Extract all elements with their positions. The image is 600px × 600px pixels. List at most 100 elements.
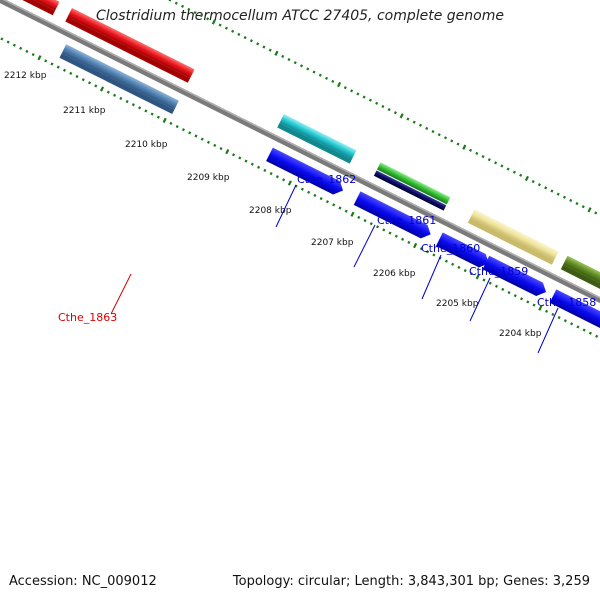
- outer-tick-mark: [368, 98, 372, 102]
- gene-labels: Cthe_1863 Cthe_1862 Cthe_1861 Cthe_1860 …: [58, 173, 596, 324]
- inner-tick-mark: [325, 200, 329, 204]
- outer-tick-mark: [211, 19, 216, 25]
- gene-label-cthe-1860[interactable]: Cthe_1860: [421, 242, 480, 255]
- cds-cthe-1859[interactable]: [482, 255, 550, 299]
- inner-tick-mark: [488, 281, 492, 285]
- outer-tick-mark: [550, 189, 554, 193]
- inner-tick-mark: [369, 222, 373, 226]
- gene-label-cthe-1862[interactable]: Cthe_1862: [297, 173, 356, 186]
- outer-tick-mark: [199, 14, 203, 18]
- outer-tick-mark: [500, 164, 504, 168]
- gene-cthe-1860[interactable]: [467, 209, 559, 265]
- gene-label-cthe-1863[interactable]: Cthe_1863: [58, 311, 117, 324]
- genome-backbone-highlight: [0, 0, 600, 317]
- outer-tick-mark: [587, 207, 592, 213]
- outer-tick-mark: [362, 95, 366, 99]
- outer-tick-mark: [181, 4, 185, 8]
- inner-tick-mark: [576, 325, 580, 329]
- inner-tick-mark: [81, 78, 85, 82]
- tick-label: 2209 kbp: [187, 173, 230, 183]
- inner-tick-mark: [99, 86, 105, 92]
- inner-tick-mark: [119, 96, 123, 100]
- inner-tick-mark: [106, 90, 110, 94]
- gene-cthe-1863-a[interactable]: [11, 0, 60, 16]
- gene-cthe-1863-c[interactable]: [122, 36, 195, 83]
- outer-tick-mark: [456, 142, 460, 146]
- gene-cthe-1863-steel-a[interactable]: [59, 44, 116, 83]
- cds-cthe-1858[interactable]: [549, 289, 600, 338]
- inner-tick-mark: [595, 334, 599, 338]
- genome-summary-text: Topology: circular; Length: 3,843,301 bp…: [232, 574, 590, 589]
- outer-tick-mark: [299, 64, 304, 68]
- outer-tick-mark: [393, 111, 397, 115]
- cds-cthe-1862[interactable]: [266, 147, 346, 198]
- inner-tick-mark: [44, 59, 48, 63]
- inner-tick-mark: [494, 284, 499, 288]
- inner-tick-mark: [363, 218, 367, 223]
- outer-tick-mark: [337, 81, 342, 88]
- inner-tick-mark: [338, 206, 342, 210]
- inner-tick-mark: [463, 269, 467, 273]
- inner-tick-mark: [181, 128, 185, 132]
- inner-tick-mark: [419, 247, 423, 251]
- cds-cthe-1860[interactable]: [436, 232, 492, 271]
- outer-tick-mark: [281, 54, 285, 58]
- inner-tick-mark: [545, 309, 549, 313]
- inner-tick-mark: [582, 328, 586, 332]
- inner-tick-mark: [25, 49, 29, 54]
- inner-tick-mark: [307, 190, 311, 194]
- outer-tick-mark: [544, 186, 548, 190]
- inner-tick-mark: [75, 74, 79, 79]
- inner-tick-mark: [6, 40, 10, 44]
- outer-tick-mark: [450, 139, 454, 143]
- tick-label: 2204 kbp: [499, 329, 542, 339]
- inner-tick-mark: [513, 294, 517, 298]
- gene-cthe-1862[interactable]: [277, 114, 357, 164]
- inner-tick-mark: [138, 106, 142, 110]
- inner-tick-mark: [219, 146, 223, 151]
- gene-cthe-1863-steel-b[interactable]: [105, 67, 179, 115]
- inner-tick-mark: [520, 297, 524, 301]
- inner-tick-mark: [269, 171, 273, 176]
- outer-tick-mark: [443, 136, 448, 140]
- gene-label-cthe-1861[interactable]: Cthe_1861: [377, 214, 436, 227]
- gene-label-cthe-1859[interactable]: Cthe_1859: [469, 265, 528, 278]
- inner-tick-mark: [150, 112, 154, 116]
- outer-tick-mark: [462, 144, 467, 150]
- inner-tick-mark: [507, 290, 511, 295]
- inner-tick-mark: [282, 178, 286, 182]
- inner-tick-mark: [407, 240, 411, 244]
- callout-lines: [110, 184, 559, 354]
- gene-label-cthe-1858[interactable]: Cthe_1858: [537, 296, 596, 309]
- inner-tick-mark: [388, 231, 392, 235]
- outer-tick-mark: [556, 192, 560, 196]
- gene-cthe-1858[interactable]: [560, 255, 600, 307]
- map-title: Clostridium thermocellum ATCC 27405, com…: [96, 8, 504, 24]
- inner-tick-mark: [69, 71, 73, 75]
- gene-cthe-1863-b[interactable]: [65, 8, 132, 51]
- inner-tick-mark: [200, 137, 204, 141]
- cds-cthe-1861[interactable]: [353, 191, 434, 241]
- inner-tick-mark: [350, 211, 355, 217]
- inner-tick-mark: [188, 131, 192, 135]
- outer-tick-mark: [343, 86, 347, 90]
- tick-row-inner: [0, 37, 599, 338]
- outer-tick-mark: [469, 148, 473, 152]
- leader-cthe-1860: [421, 254, 442, 300]
- inner-tick-mark: [94, 84, 98, 88]
- inner-tick-mark: [432, 253, 436, 257]
- outer-tick-mark: [406, 117, 410, 121]
- genome-backbone: [0, 0, 600, 321]
- inner-tick-mark: [56, 65, 60, 69]
- outer-tick-mark: [218, 23, 222, 27]
- inner-tick-mark: [250, 162, 254, 166]
- gene-cthe-1861[interactable]: [373, 162, 451, 211]
- inner-tick-mark: [12, 43, 16, 47]
- leader-cthe-1858: [537, 307, 559, 354]
- outer-tick-mark: [174, 1, 178, 5]
- outer-tick-mark: [206, 17, 210, 21]
- tick-label: 2208 kbp: [249, 206, 292, 216]
- outer-tick-mark: [581, 205, 585, 209]
- outer-tick-mark: [168, 0, 172, 2]
- inner-tick-mark: [62, 68, 67, 72]
